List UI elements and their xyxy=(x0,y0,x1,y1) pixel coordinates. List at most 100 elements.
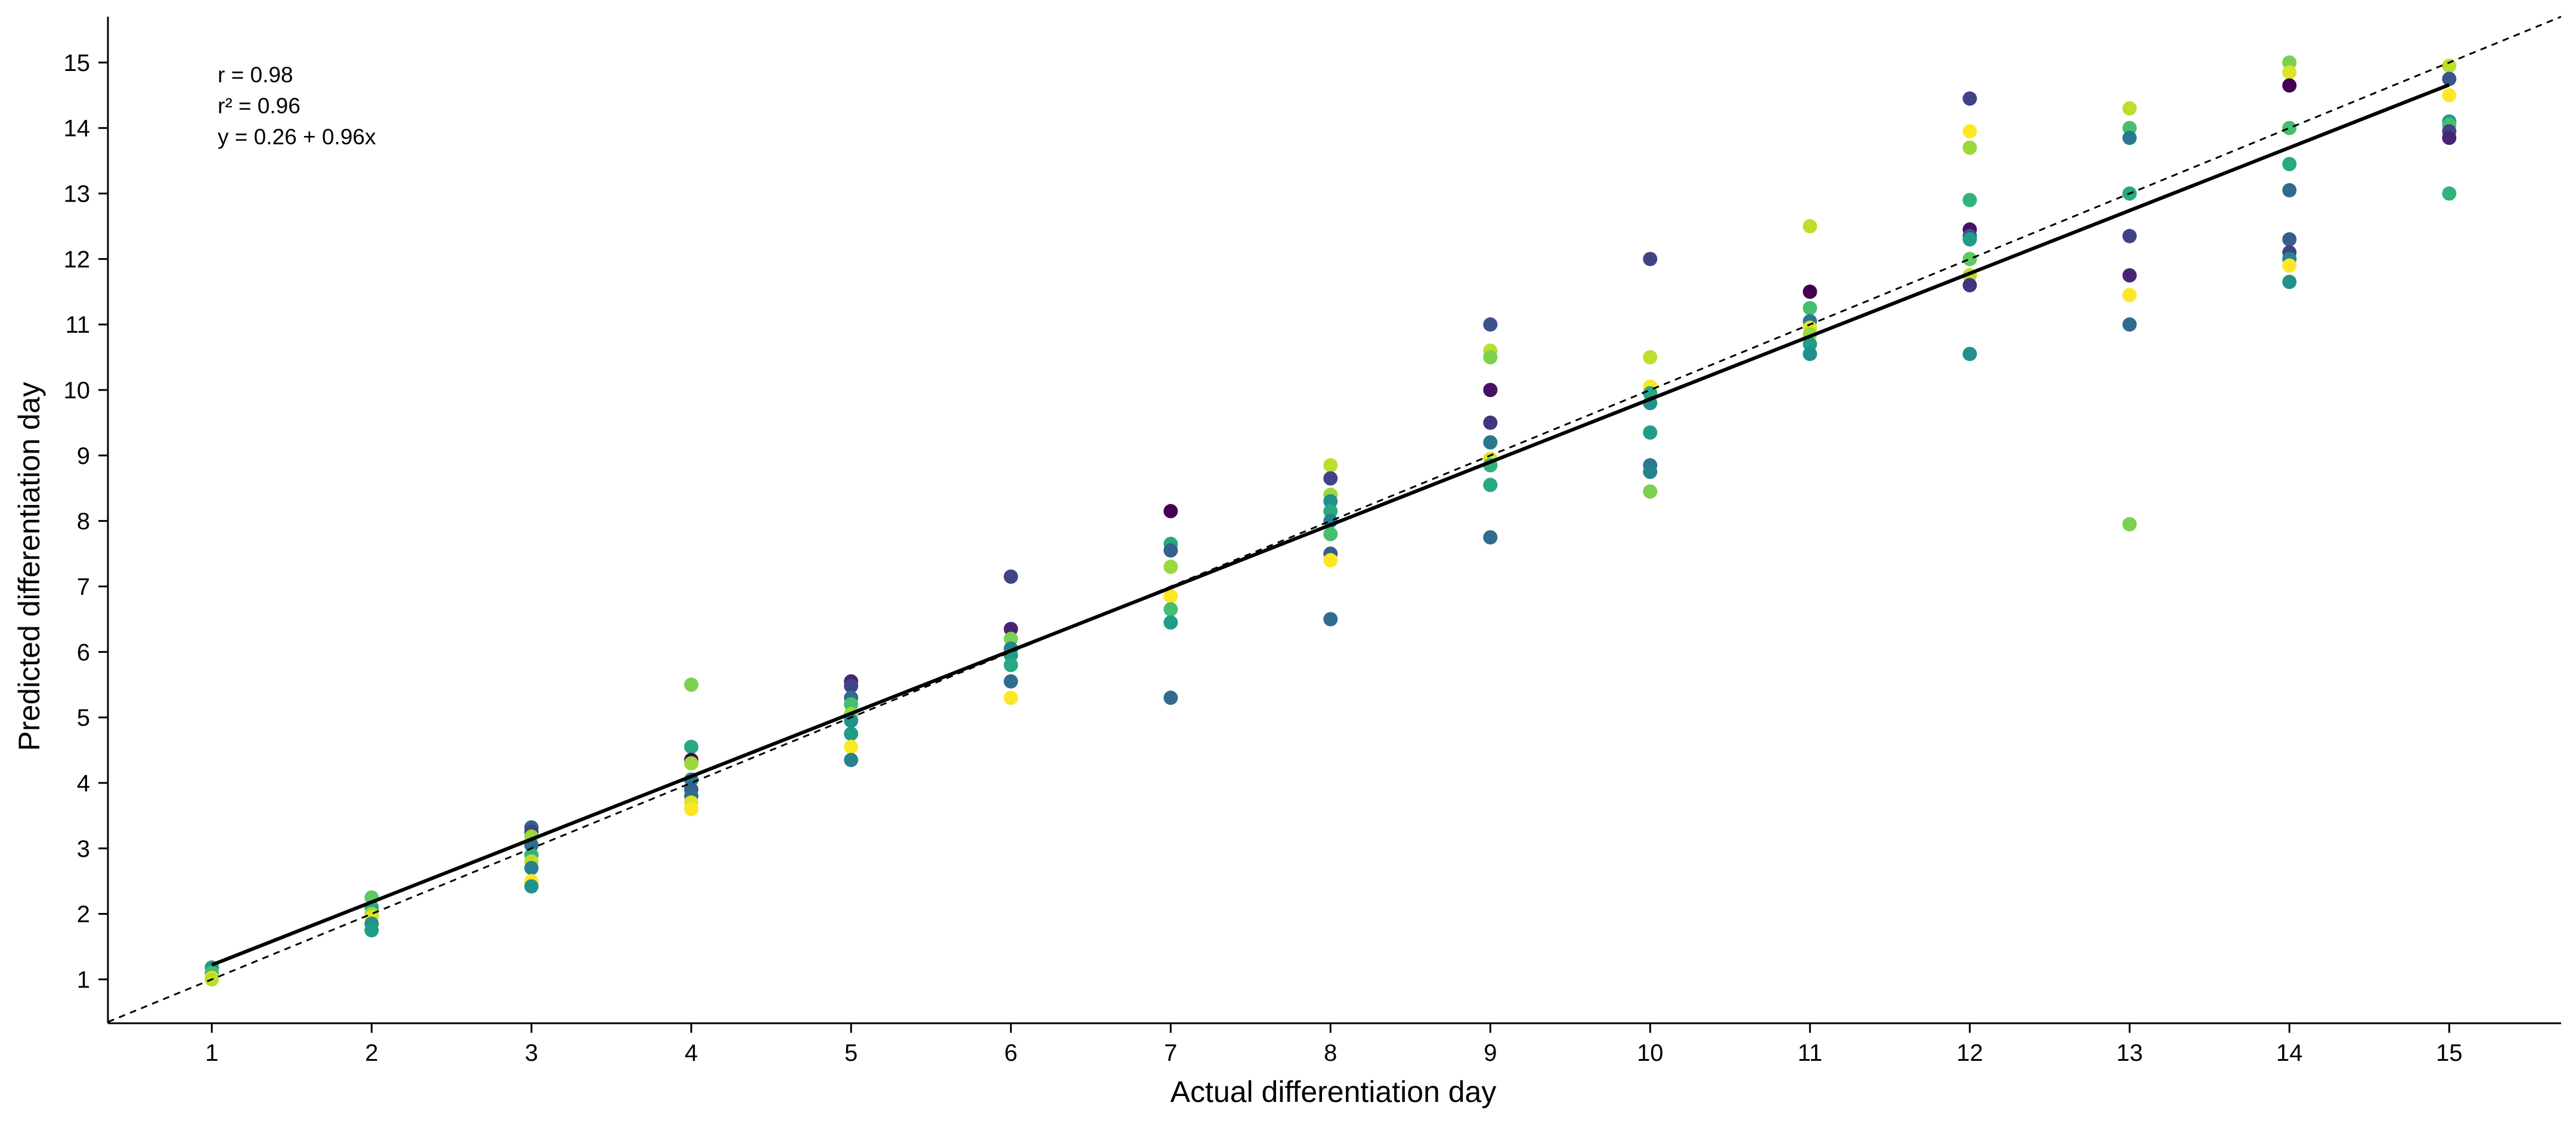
data-point xyxy=(1323,471,1338,486)
data-point xyxy=(1323,494,1338,509)
data-point xyxy=(684,677,699,692)
data-point xyxy=(1163,589,1178,603)
y-tick-label: 6 xyxy=(77,639,90,665)
data-point xyxy=(2282,183,2297,198)
data-point xyxy=(1803,301,1818,315)
data-point xyxy=(2122,131,2137,145)
x-tick-label: 9 xyxy=(1484,1040,1497,1066)
data-point xyxy=(1323,612,1338,627)
x-tick-label: 13 xyxy=(2116,1040,2143,1066)
data-point xyxy=(844,697,859,712)
x-tick-label: 3 xyxy=(525,1040,538,1066)
y-tick-label: 9 xyxy=(77,443,90,469)
data-point xyxy=(2282,65,2297,80)
data-point xyxy=(684,801,699,816)
plot-marks xyxy=(107,16,2562,1023)
data-point xyxy=(1962,193,1977,208)
y-tick-label: 5 xyxy=(77,705,90,731)
data-point xyxy=(1483,350,1498,365)
data-point xyxy=(1803,284,1818,299)
data-point xyxy=(1483,478,1498,493)
x-tick-label: 14 xyxy=(2276,1040,2303,1066)
data-point xyxy=(2282,157,2297,172)
data-point xyxy=(1163,543,1178,558)
data-point xyxy=(2282,120,2297,135)
x-tick-label: 1 xyxy=(205,1040,218,1066)
data-point xyxy=(1323,504,1338,519)
data-point xyxy=(2442,72,2457,86)
identity-line xyxy=(107,16,2562,1023)
x-tick-label: 10 xyxy=(1637,1040,1664,1066)
stats-annotation: r = 0.98 r² = 0.96 y = 0.26 + 0.96x xyxy=(218,63,376,149)
data-point xyxy=(684,739,699,754)
annotation-fit-equation: y = 0.26 + 0.96x xyxy=(218,125,376,149)
data-point xyxy=(1962,232,1977,247)
data-point xyxy=(1483,435,1498,450)
data-point xyxy=(1163,691,1178,705)
annotation-r: r = 0.98 xyxy=(218,63,293,87)
data-point xyxy=(2122,517,2137,532)
x-tick-label: 2 xyxy=(365,1040,378,1066)
x-tick-label: 11 xyxy=(1798,1040,1823,1066)
x-tick-label: 5 xyxy=(844,1040,857,1066)
data-point xyxy=(1803,337,1818,352)
data-point xyxy=(1163,615,1178,630)
data-point xyxy=(2122,228,2137,243)
data-point xyxy=(1643,425,1658,440)
y-tick-label: 13 xyxy=(64,181,91,208)
data-point xyxy=(2282,258,2297,273)
data-point xyxy=(2122,317,2137,332)
data-point xyxy=(1483,317,1498,332)
data-point xyxy=(2122,101,2137,116)
data-point xyxy=(1962,346,1977,361)
data-point xyxy=(2442,58,2457,73)
data-point xyxy=(1643,465,1658,479)
data-point xyxy=(1962,140,1977,155)
data-point xyxy=(844,753,859,767)
data-point xyxy=(1483,415,1498,430)
y-tick-label: 11 xyxy=(65,312,90,338)
x-tick-label: 12 xyxy=(1956,1040,1983,1066)
data-point xyxy=(1004,674,1018,689)
x-tick-label: 15 xyxy=(2436,1040,2463,1066)
data-point xyxy=(2282,274,2297,289)
data-point xyxy=(844,739,859,754)
data-point xyxy=(1004,621,1018,636)
x-tick-label: 8 xyxy=(1324,1040,1337,1066)
y-axis-title: Predicted differentiation day xyxy=(13,382,46,751)
x-tick-label: 4 xyxy=(685,1040,698,1066)
data-point xyxy=(844,679,859,693)
data-point xyxy=(844,713,859,728)
y-tick-label: 4 xyxy=(77,770,90,797)
y-tick-label: 14 xyxy=(64,116,91,142)
annotation-r-squared: r² = 0.96 xyxy=(218,94,301,118)
data-point xyxy=(1323,458,1338,473)
data-point xyxy=(1643,350,1658,365)
data-point xyxy=(1163,559,1178,574)
regression-line xyxy=(211,83,2450,967)
data-point xyxy=(1163,602,1178,617)
data-point xyxy=(1483,530,1498,545)
data-point xyxy=(2442,186,2457,201)
data-point xyxy=(2442,88,2457,103)
data-point xyxy=(2282,232,2297,247)
data-point xyxy=(1004,569,1018,584)
data-point xyxy=(1643,484,1658,499)
data-point xyxy=(1004,658,1018,673)
x-axis-title: Actual differentiation day xyxy=(1171,1075,1497,1109)
data-point xyxy=(1643,252,1658,267)
y-tick-label: 2 xyxy=(77,902,90,928)
data-point xyxy=(1962,91,1977,106)
data-point xyxy=(1163,504,1178,519)
data-point xyxy=(1323,527,1338,541)
y-tick-label: 12 xyxy=(64,246,91,273)
y-tick-label: 7 xyxy=(77,574,90,600)
data-point xyxy=(2442,131,2457,145)
y-tick-label: 15 xyxy=(64,50,91,76)
data-point xyxy=(844,726,859,741)
y-tick-label: 8 xyxy=(77,509,90,535)
data-point xyxy=(364,923,379,938)
y-tick-label: 1 xyxy=(77,967,90,993)
data-point xyxy=(1004,631,1018,646)
data-point xyxy=(2122,287,2137,302)
